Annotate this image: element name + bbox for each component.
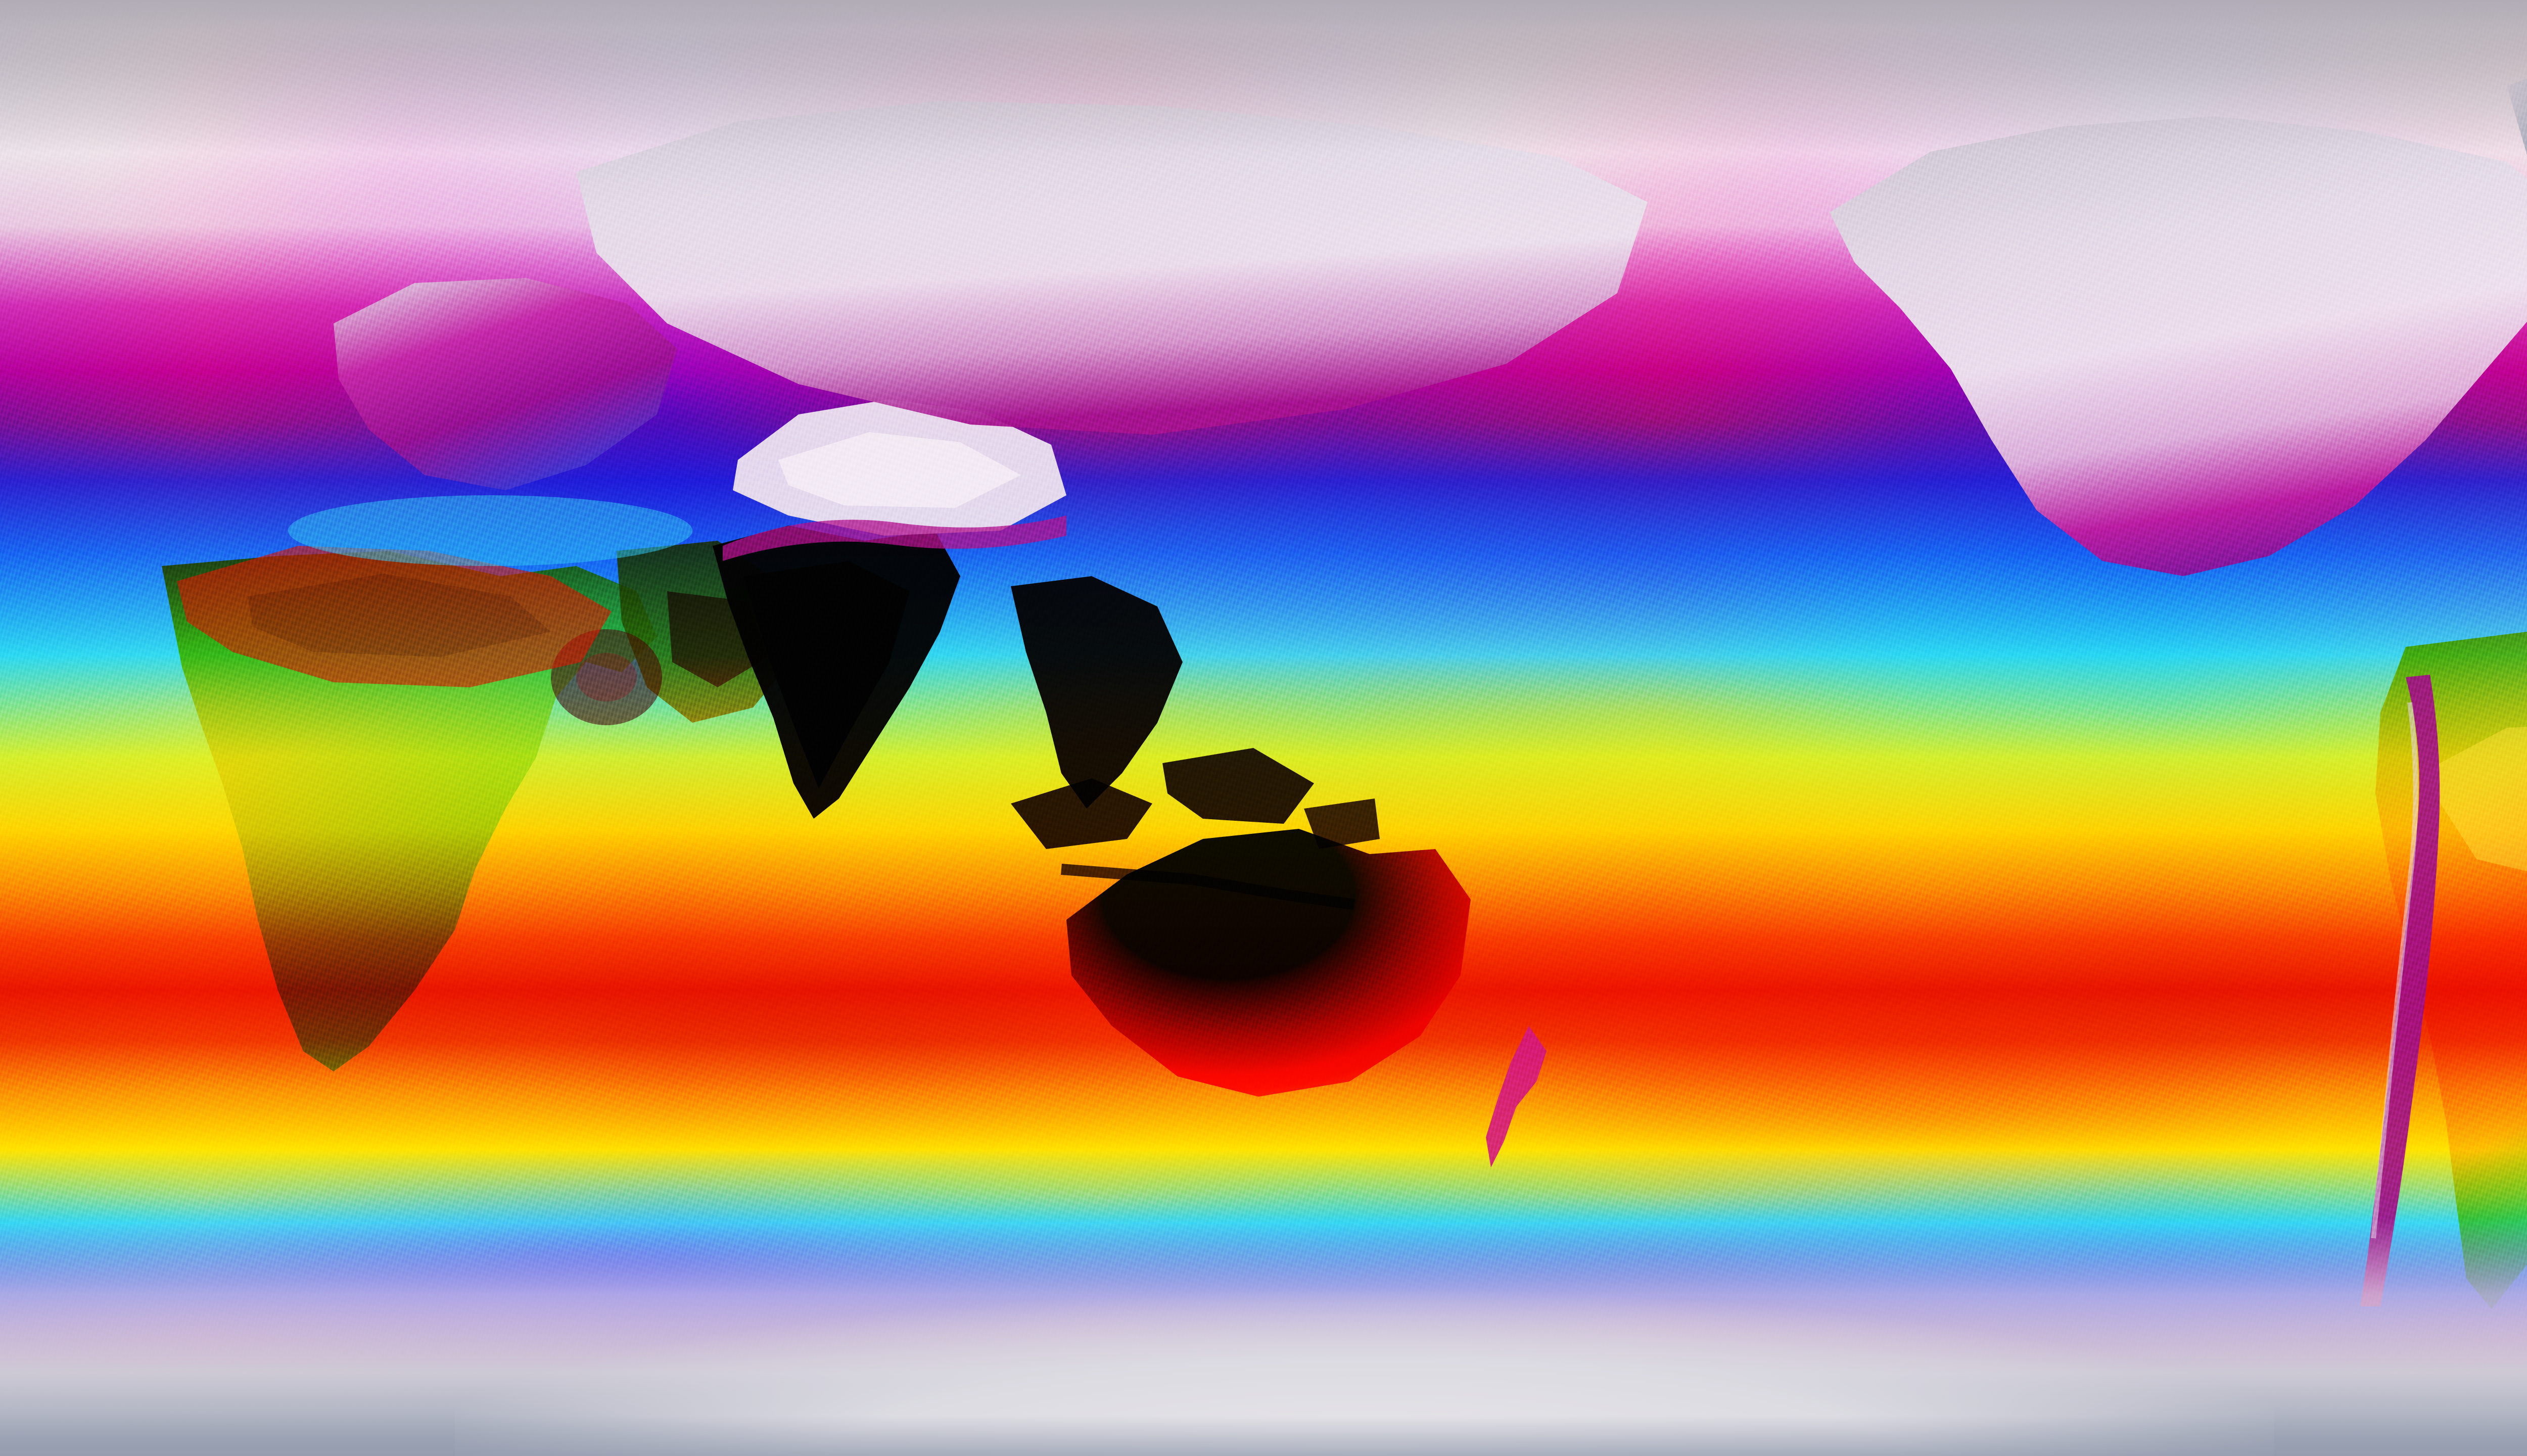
global-temperature-map [0,0,2527,1456]
grain-texture-layer [0,0,2527,1456]
